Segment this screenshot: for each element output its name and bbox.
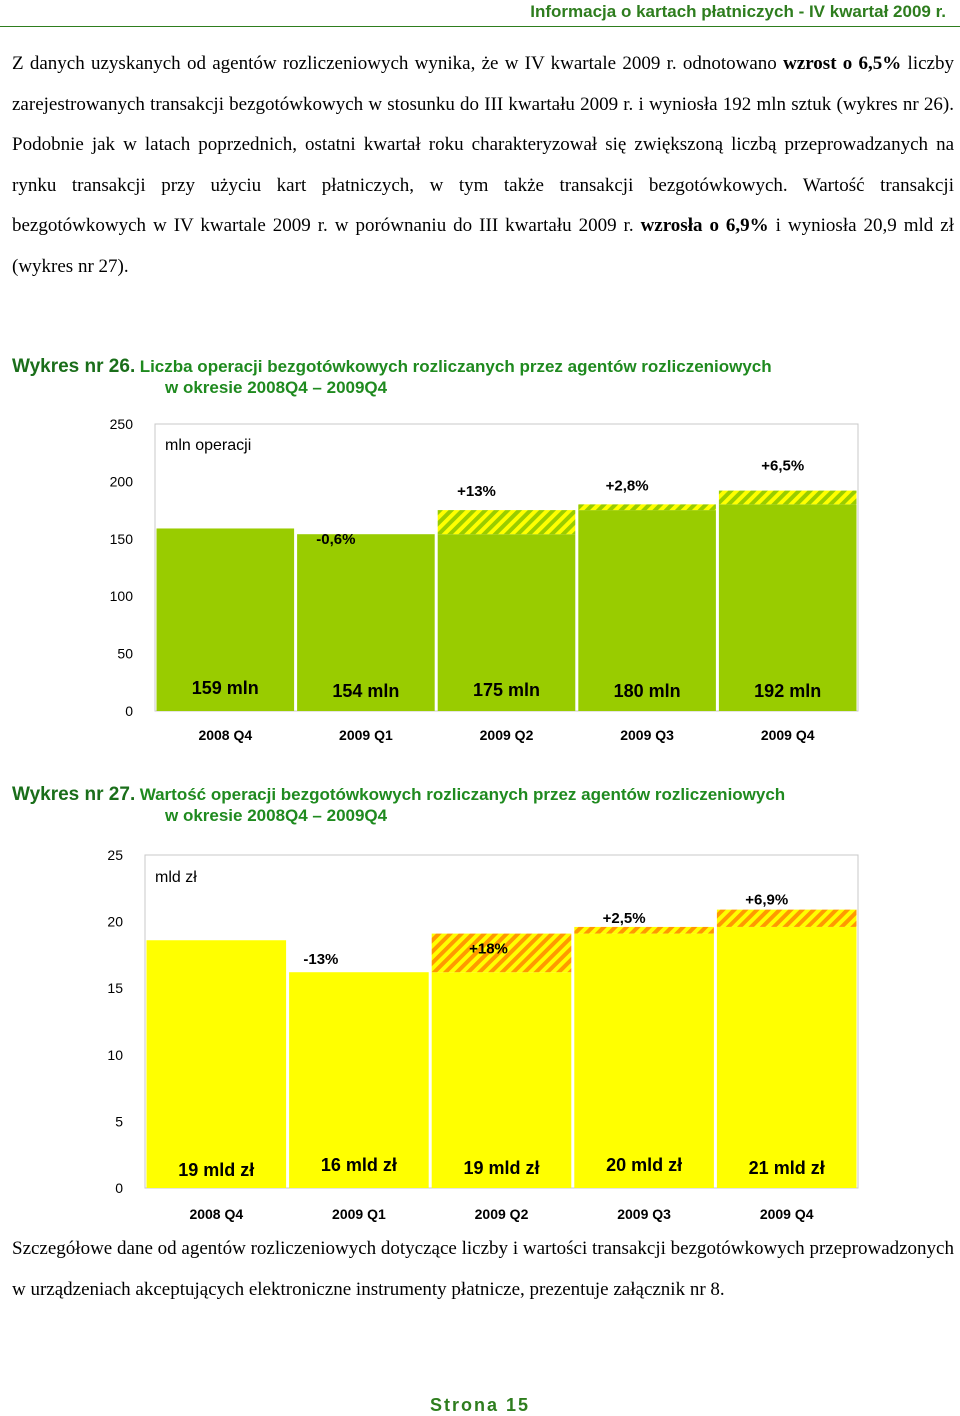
header-rule xyxy=(0,26,960,27)
bar xyxy=(716,926,857,1188)
bar-value-label: 159 mln xyxy=(192,678,259,698)
bar-increase-segment xyxy=(437,510,576,535)
bar-increase-segment xyxy=(574,926,714,934)
bar xyxy=(437,534,576,711)
change-label: +6,9% xyxy=(745,892,788,909)
bar-value-label: 192 mln xyxy=(754,681,821,701)
bar-increase-segment xyxy=(716,909,857,927)
bar xyxy=(297,534,435,711)
bar xyxy=(289,972,429,1188)
x-tick-label: 2009 Q3 xyxy=(617,1206,671,1222)
change-label: +2,8% xyxy=(606,477,649,494)
y-tick-label: 25 xyxy=(107,847,123,863)
bar-value-label: 20 mld zł xyxy=(606,1155,682,1175)
x-tick-label: 2009 Q2 xyxy=(475,1206,529,1222)
intro-bold-2: wzrosła o 6,9% xyxy=(640,215,769,237)
page-number: Strona 15 xyxy=(429,1395,531,1415)
x-tick-label: 2009 Q4 xyxy=(761,727,815,743)
bar xyxy=(156,528,295,711)
unit-label: mld zł xyxy=(155,869,197,886)
chart2-bar-chart: 0 5 10 15 20 25 mld zł 19 mld zł 2008 Q4 16 mld z… xyxy=(107,847,859,1222)
x-tick-label: 2009 Q1 xyxy=(332,1206,386,1222)
intro-text-3: i wyniosła 20,9 mld zł (wykres nr 27). xyxy=(12,215,954,277)
intro-text-1: Z danych uzyskanych od agentów rozliczen… xyxy=(12,53,784,74)
closing-paragraph: Szczegółowe dane od agentów rozliczeniow… xyxy=(12,1229,954,1310)
bar-value-label: 154 mln xyxy=(332,681,399,701)
chart1-number: Wykres nr 26. xyxy=(12,356,136,377)
bar xyxy=(578,510,716,711)
closing-text: Szczegółowe dane od agentów rozliczeniow… xyxy=(12,1238,954,1300)
chart2-number: Wykres nr 27. xyxy=(12,784,136,805)
y-tick-label: 0 xyxy=(125,703,133,719)
y-tick-label: 5 xyxy=(115,1113,123,1129)
bar xyxy=(146,940,287,1188)
bar xyxy=(431,972,572,1188)
bar-value-label: 175 mln xyxy=(473,680,540,700)
change-label: -13% xyxy=(303,951,338,968)
chart1-title-line1: Liczba operacji bezgotówkowych rozliczan… xyxy=(139,357,772,376)
bar-value-label: 180 mln xyxy=(614,681,681,701)
y-tick-label: 10 xyxy=(107,1047,123,1063)
chart2-title-line2: w okresie 2008Q4 – 2009Q4 xyxy=(165,806,388,825)
chart1-heading: Wykres nr 26. Liczba operacji bezgotówko… xyxy=(12,356,772,398)
bar-value-label: 16 mld zł xyxy=(321,1155,397,1175)
y-tick-label: 100 xyxy=(110,588,134,604)
bar xyxy=(574,933,714,1188)
change-label: +6,5% xyxy=(761,458,804,475)
bar xyxy=(718,504,857,711)
bar-increase-segment xyxy=(578,504,716,511)
x-tick-label: 2009 Q1 xyxy=(339,727,393,743)
x-tick-label: 2008 Q4 xyxy=(198,727,252,743)
bar-value-label: 19 mld zł xyxy=(178,1160,254,1180)
chart1-bar-chart: 0 50 100 150 200 250 mln operacji 159 mln 2008 Q… xyxy=(110,416,859,743)
change-label: +2,5% xyxy=(603,910,646,927)
y-tick-label: 0 xyxy=(115,1180,123,1196)
bar-increase-segment xyxy=(718,490,857,505)
chart2-title-line1: Wartość operacji bezgotówkowych rozlicza… xyxy=(139,785,786,804)
intro-bold-1: wzrost o 6,5% xyxy=(783,53,902,74)
y-tick-label: 150 xyxy=(110,531,134,547)
bar-value-label: 21 mld zł xyxy=(749,1158,825,1178)
change-label: +18% xyxy=(469,941,508,958)
x-tick-label: 2009 Q2 xyxy=(480,727,534,743)
unit-label: mln operacji xyxy=(165,437,251,454)
page-header-title: Informacja o kartach płatniczych - IV kw… xyxy=(530,2,946,21)
change-label: -0,6% xyxy=(316,531,355,548)
x-tick-label: 2008 Q4 xyxy=(189,1206,243,1222)
y-tick-label: 15 xyxy=(107,980,123,996)
chart1-title-line2: w okresie 2008Q4 – 2009Q4 xyxy=(165,378,388,397)
x-tick-label: 2009 Q3 xyxy=(620,727,674,743)
intro-paragraph: Z danych uzyskanych od agentów rozliczen… xyxy=(12,44,954,288)
bar-increase-segment xyxy=(431,933,572,973)
bar-value-label: 19 mld zł xyxy=(463,1158,539,1178)
chart2-heading: Wykres nr 27. Wartość operacji bezgotówk… xyxy=(12,784,785,826)
y-tick-label: 250 xyxy=(110,416,134,432)
change-label: +13% xyxy=(457,483,496,500)
intro-text-2: liczby zarejestrowanych transakcji bezgo… xyxy=(12,53,954,237)
y-tick-label: 50 xyxy=(117,646,133,662)
y-tick-label: 200 xyxy=(110,473,134,489)
x-tick-label: 2009 Q4 xyxy=(760,1206,814,1222)
y-tick-label: 20 xyxy=(107,914,123,930)
